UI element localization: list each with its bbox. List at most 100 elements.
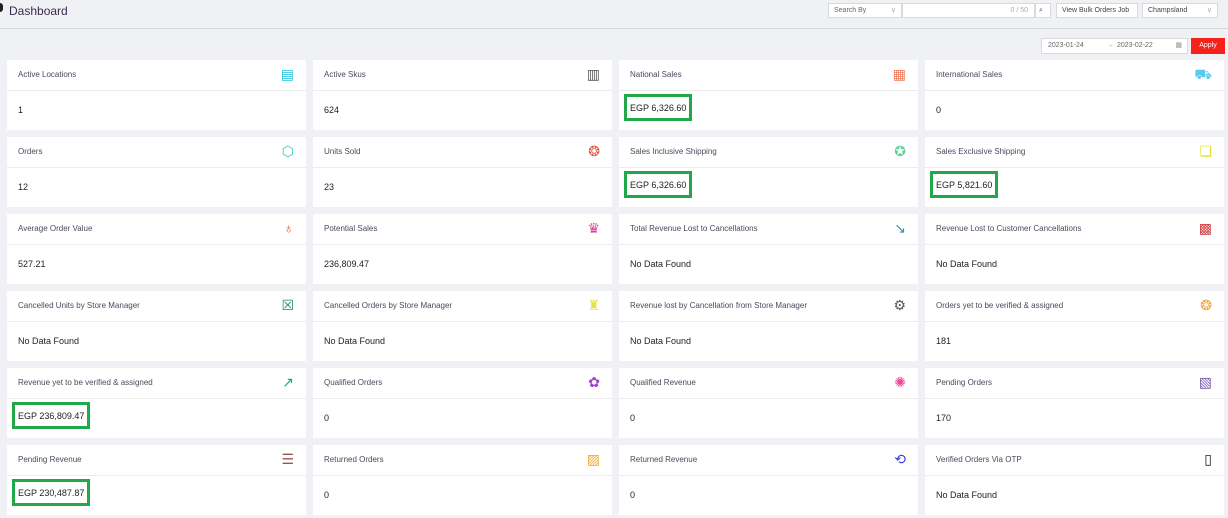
metric-card: Units Sold ❂ 23	[313, 137, 612, 207]
card-header: Verified Orders Via OTP ▯	[925, 445, 1224, 476]
card-header: Cancelled Orders by Store Manager ♜	[313, 291, 612, 322]
metric-card: Verified Orders Via OTP ▯ No Data Found	[925, 445, 1224, 515]
badge-icon: ✪	[894, 143, 906, 159]
store-select-value: Champsland	[1148, 7, 1188, 14]
growth-icon: ↗	[282, 374, 294, 390]
card-value: 12	[18, 182, 29, 192]
metric-card: Orders ⬡ 12	[7, 137, 306, 207]
card-label: Active Skus	[324, 70, 366, 79]
metric-card: Average Order Value ♁ 527.21	[7, 214, 306, 284]
card-value: 527.21	[18, 259, 46, 269]
metric-card: Revenue Lost to Customer Cancellations ▩…	[925, 214, 1224, 284]
card-label: Revenue lost by Cancellation from Store …	[630, 301, 807, 310]
store-icon: ▤	[280, 66, 294, 82]
card-label: Average Order Value	[18, 224, 93, 233]
card-header: Total Revenue Lost to Cancellations ↘	[619, 214, 918, 245]
card-header: International Sales ⛟	[925, 60, 1224, 91]
range-arrow: →	[1107, 42, 1114, 49]
card-value: EGP 6,326.60	[624, 94, 693, 121]
cart-icon: ⛟	[1194, 66, 1212, 82]
card-header: Units Sold ❂	[313, 137, 612, 168]
card-header: Cancelled Units by Store Manager ☒	[7, 291, 306, 322]
card-value: 23	[324, 182, 335, 192]
card-header: Sales Inclusive Shipping ✪	[619, 137, 918, 168]
card-header: Revenue lost by Cancellation from Store …	[619, 291, 918, 322]
card-value: 0	[630, 490, 636, 500]
card-value: 0	[630, 413, 636, 423]
date-range-picker[interactable]: 2023-01-24 → 2023-02-22 ▦	[1041, 38, 1188, 54]
card-label: Pending Orders	[936, 378, 993, 387]
card-value: EGP 6,326.60	[624, 171, 693, 198]
metric-card: Sales Exclusive Shipping ❏ EGP 5,821.60	[925, 137, 1224, 207]
card-label: Qualified Revenue	[630, 378, 696, 387]
metric-card: Pending Orders ▧ 170	[925, 368, 1224, 438]
card-header: Revenue yet to be verified & assigned ↗	[7, 368, 306, 399]
search-char-count: 0 / 50	[1010, 7, 1028, 14]
card-header: Returned Revenue ⟲	[619, 445, 918, 476]
page-title: Dashboard	[9, 4, 68, 18]
card-header: Revenue Lost to Customer Cancellations ▩	[925, 214, 1224, 245]
phone-otp-icon: ▯	[1204, 451, 1212, 467]
card-header: Sales Exclusive Shipping ❏	[925, 137, 1224, 168]
store-select[interactable]: Champsland ∨	[1142, 3, 1218, 18]
card-value: No Data Found	[936, 259, 998, 269]
metric-card: Revenue yet to be verified & assigned ↗ …	[7, 368, 306, 438]
card-header: Qualified Orders ✿	[313, 368, 612, 399]
apply-button[interactable]: Apply	[1191, 38, 1225, 54]
cancel-calendar-icon: ☒	[281, 297, 294, 313]
cancel-bag-icon: ♜	[587, 297, 600, 313]
metric-card: Revenue lost by Cancellation from Store …	[619, 291, 918, 361]
revenue-cycle-icon: ✺	[894, 374, 906, 390]
metric-card: National Sales ▦ EGP 6,326.60	[619, 60, 918, 130]
card-value: No Data Found	[324, 336, 386, 346]
card-label: Revenue Lost to Customer Cancellations	[936, 224, 1082, 233]
card-value: 0	[324, 490, 330, 500]
card-value: No Data Found	[630, 259, 692, 269]
search-icon: ⌕	[1039, 7, 1043, 14]
metric-card: Potential Sales ♛ 236,809.47	[313, 214, 612, 284]
barcode-icon: ▥	[586, 66, 600, 82]
card-label: Cancelled Units by Store Manager	[18, 301, 140, 310]
card-value: No Data Found	[630, 336, 692, 346]
card-header: Pending Orders ▧	[925, 368, 1224, 399]
chevron-down-icon: ∨	[1206, 7, 1212, 14]
search-input[interactable]: 0 / 50	[902, 3, 1035, 18]
card-header: Active Skus ▥	[313, 60, 612, 91]
card-header: Qualified Revenue ✺	[619, 368, 918, 399]
end-date: 2023-02-22	[1117, 42, 1153, 49]
view-bulk-orders-button[interactable]: View Bulk Orders Job	[1056, 3, 1138, 18]
card-value: 1	[18, 105, 24, 115]
return-box-icon: ▨	[586, 451, 600, 467]
metric-card: Active Skus ▥ 624	[313, 60, 612, 130]
card-label: International Sales	[936, 70, 1003, 79]
calendar-icon: ▦	[1175, 42, 1182, 49]
card-value: 0	[324, 413, 330, 423]
card-label: Orders yet to be verified & assigned	[936, 301, 1064, 310]
coins-icon: ❂	[588, 143, 600, 159]
card-label: Potential Sales	[324, 224, 378, 233]
chart-board-icon: ♛	[587, 220, 600, 236]
metric-card: Qualified Orders ✿ 0	[313, 368, 612, 438]
card-header: Average Order Value ♁	[7, 214, 306, 245]
documents-icon: ❏	[1199, 143, 1212, 159]
qualified-icon: ✿	[588, 374, 600, 390]
revenue-loss-icon: ▩	[1198, 220, 1212, 236]
card-value: No Data Found	[936, 490, 998, 500]
metrics-grid: Active Locations ▤ 1 Active Skus ▥ 624 N…	[7, 60, 1224, 515]
metric-card: Returned Revenue ⟲ 0	[619, 445, 918, 515]
card-value: 170	[936, 413, 952, 423]
gear-coin-icon: ⚙	[893, 297, 906, 313]
search-by-label: Search By	[834, 7, 867, 14]
chart-down-icon: ↘	[894, 220, 906, 236]
card-value: 236,809.47	[324, 259, 370, 269]
card-label: Total Revenue Lost to Cancellations	[630, 224, 758, 233]
search-button[interactable]: ⌕	[1035, 3, 1051, 18]
money-bag-icon: ♁	[283, 220, 295, 236]
box-icon: ⬡	[281, 143, 294, 159]
return-money-icon: ⟲	[894, 451, 906, 467]
search-by-select[interactable]: Search By ∨	[828, 3, 902, 18]
card-value: EGP 236,809.47	[12, 402, 91, 429]
metric-card: Orders yet to be verified & assigned ❂ 1…	[925, 291, 1224, 361]
card-header: Potential Sales ♛	[313, 214, 612, 245]
logo-icon	[0, 3, 3, 12]
